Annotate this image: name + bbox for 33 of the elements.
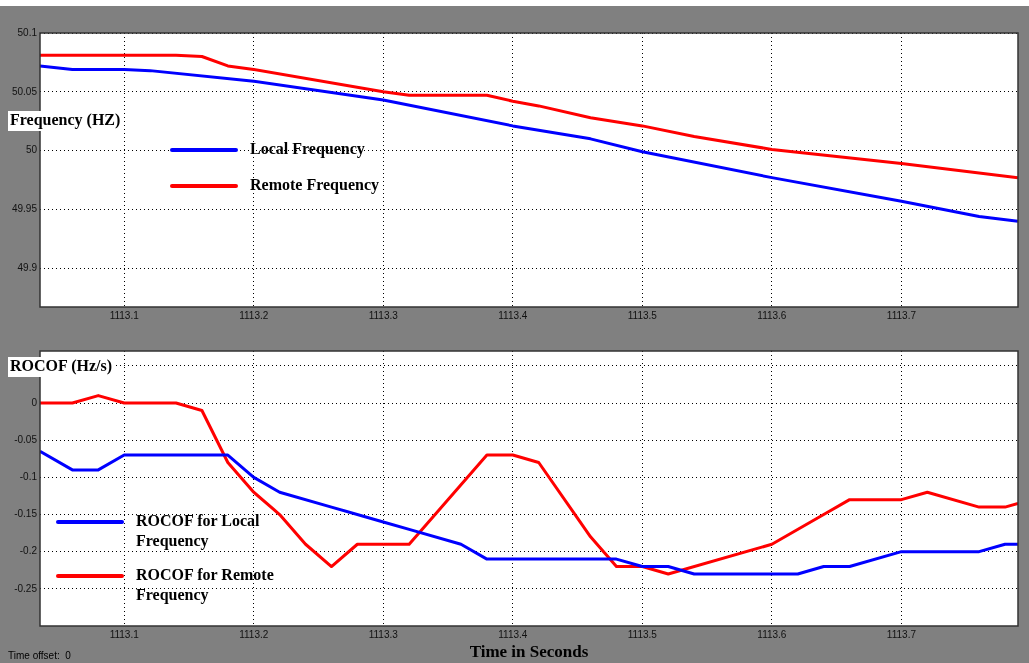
y-tick-label: 49.9 <box>17 261 38 273</box>
x-tick-label: 1113.3 <box>368 628 399 640</box>
x-tick-label: 1113.3 <box>368 309 399 321</box>
legend-label: Local Frequency <box>250 139 366 159</box>
y-tick-label: 0 <box>31 396 38 408</box>
text: Time offset: 0 <box>8 649 72 661</box>
x-tick-label: 1113.7 <box>886 309 917 321</box>
x-tick-label: 1113.1 <box>109 628 140 640</box>
y-tick-label: -0.1 <box>19 471 38 483</box>
y-tick-label: -0.2 <box>19 545 38 557</box>
legend-label: ROCOF for Remote Frequency <box>136 565 275 605</box>
x-tick-label: 1113.4 <box>498 309 528 321</box>
y-tick-label: 50.05 <box>11 85 38 97</box>
x-tick-label: 1113.5 <box>627 628 658 640</box>
y-tick-label: -0.25 <box>14 582 38 594</box>
y-axis-title: ROCOF (Hz/s) <box>10 357 113 376</box>
x-tick-label: 1113.1 <box>109 309 140 321</box>
y-tick-label: 50 <box>25 144 38 156</box>
y-tick-label: 49.95 <box>11 203 38 215</box>
y-tick-label: -0.15 <box>14 508 38 520</box>
y-tick-label: -0.05 <box>14 433 38 445</box>
legend-label: Remote Frequency <box>250 175 380 195</box>
x-tick-label: 1113.7 <box>886 628 917 640</box>
x-tick-label: 1113.2 <box>239 628 269 640</box>
x-tick-label: 1113.6 <box>757 628 787 640</box>
legend-label: ROCOF for Local Frequency <box>136 511 261 551</box>
x-tick-label: 1113.6 <box>757 309 787 321</box>
x-tick-label: 1113.4 <box>498 628 528 640</box>
x-axis-title: Time in Seconds <box>469 642 589 662</box>
x-tick-label: 1113.2 <box>239 309 269 321</box>
x-tick-label: 1113.5 <box>627 309 658 321</box>
y-tick-label: 50.1 <box>17 26 38 38</box>
y-axis-title: Frequency (HZ) <box>10 111 121 130</box>
